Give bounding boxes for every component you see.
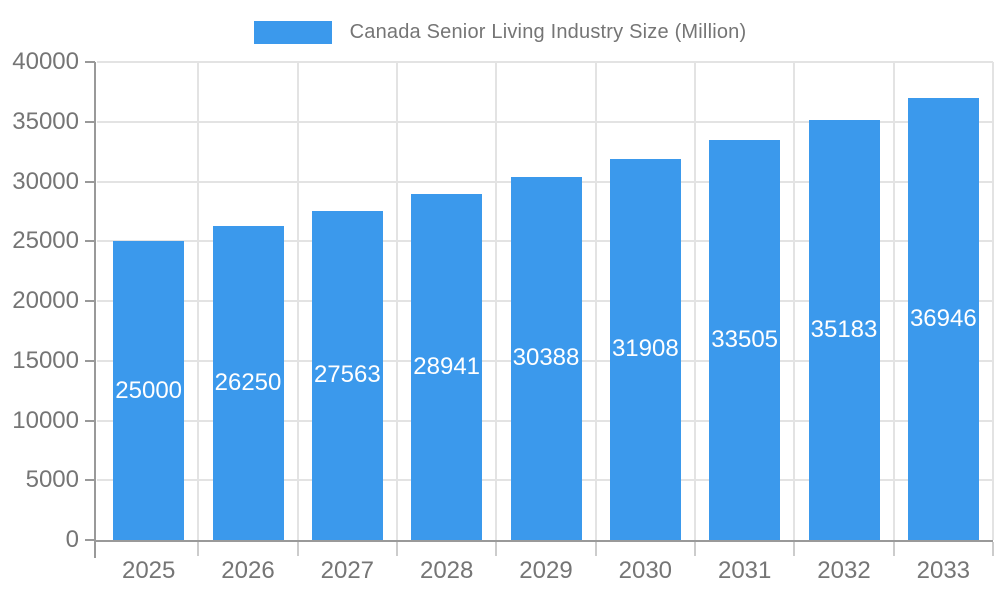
y-axis-tick [85, 240, 95, 243]
x-gridline [594, 62, 597, 540]
y-tick-label: 0 [65, 526, 79, 553]
x-tick-label: 2030 [618, 557, 673, 584]
bar: 26250 [212, 226, 284, 540]
bar: 28941 [411, 194, 483, 540]
y-tick-label: 10000 [12, 406, 79, 434]
x-axis-tick [793, 542, 796, 556]
x-tick-label: 2033 [916, 557, 971, 584]
x-gridline [694, 62, 696, 540]
y-tick-label: 30000 [12, 167, 79, 195]
y-axis-tick [85, 120, 95, 123]
x-axis-tick [495, 542, 498, 556]
y-axis-line [94, 62, 96, 558]
x-gridline [992, 62, 994, 540]
bar-value-label: 30388 [512, 344, 580, 372]
y-axis-tick [85, 419, 95, 422]
x-axis-line [95, 540, 993, 542]
x-axis-tick [197, 542, 200, 556]
bar: 35183 [808, 119, 880, 540]
bar-value-label: 27563 [313, 361, 381, 389]
legend-swatch [253, 21, 332, 44]
x-gridline [793, 62, 796, 540]
bar-value-label: 36946 [909, 305, 977, 333]
bar: 31908 [609, 158, 681, 540]
bar-value-label: 25000 [115, 376, 183, 404]
x-axis-tick [296, 542, 299, 556]
x-tick-label: 2025 [121, 557, 176, 584]
x-axis-tick [892, 542, 895, 556]
x-gridline [892, 62, 895, 540]
x-tick-label: 2032 [817, 557, 871, 584]
y-tick-label: 5000 [25, 466, 79, 494]
y-tick-label: 35000 [12, 107, 79, 135]
x-axis-tick [694, 542, 696, 556]
y-axis-tick [85, 479, 95, 482]
bar-value-label: 35183 [810, 315, 878, 343]
y-gridline [97, 120, 993, 123]
x-tick-label: 2026 [221, 557, 275, 584]
x-tick-label: 2029 [519, 557, 573, 584]
y-axis-tick [85, 61, 95, 63]
bar: 30388 [510, 176, 582, 540]
bar-value-label: 31908 [611, 335, 679, 363]
bar-value-label: 33505 [711, 325, 779, 353]
bar-value-label: 26250 [214, 369, 282, 397]
legend: Canada Senior Living Industry Size (Mill… [0, 21, 1000, 44]
x-axis-tick [992, 542, 994, 556]
y-axis-tick [85, 300, 95, 302]
y-tick-label: 40000 [12, 48, 79, 75]
y-axis-tick [85, 180, 95, 183]
y-axis-tick [85, 539, 95, 541]
y-tick-label: 15000 [12, 346, 79, 374]
x-tick-label: 2031 [717, 557, 772, 584]
x-tick-label: 2027 [320, 557, 375, 584]
x-axis-tick [594, 542, 597, 556]
y-axis-tick [85, 359, 95, 362]
x-axis-tick [396, 542, 398, 556]
bar: 25000 [113, 241, 185, 540]
y-tick-label: 25000 [12, 227, 79, 255]
bar: 36946 [907, 98, 979, 540]
bar: 27563 [311, 210, 383, 540]
bar-value-label: 28941 [413, 353, 481, 381]
y-tick-label: 20000 [12, 287, 79, 314]
x-gridline [396, 62, 398, 540]
bar: 33505 [709, 139, 781, 540]
legend-label: Canada Senior Living Industry Size (Mill… [349, 21, 747, 43]
x-tick-label: 2028 [419, 557, 474, 584]
x-gridline [495, 62, 498, 540]
y-gridline [97, 61, 993, 63]
x-gridline [197, 62, 200, 540]
x-gridline [296, 62, 299, 540]
